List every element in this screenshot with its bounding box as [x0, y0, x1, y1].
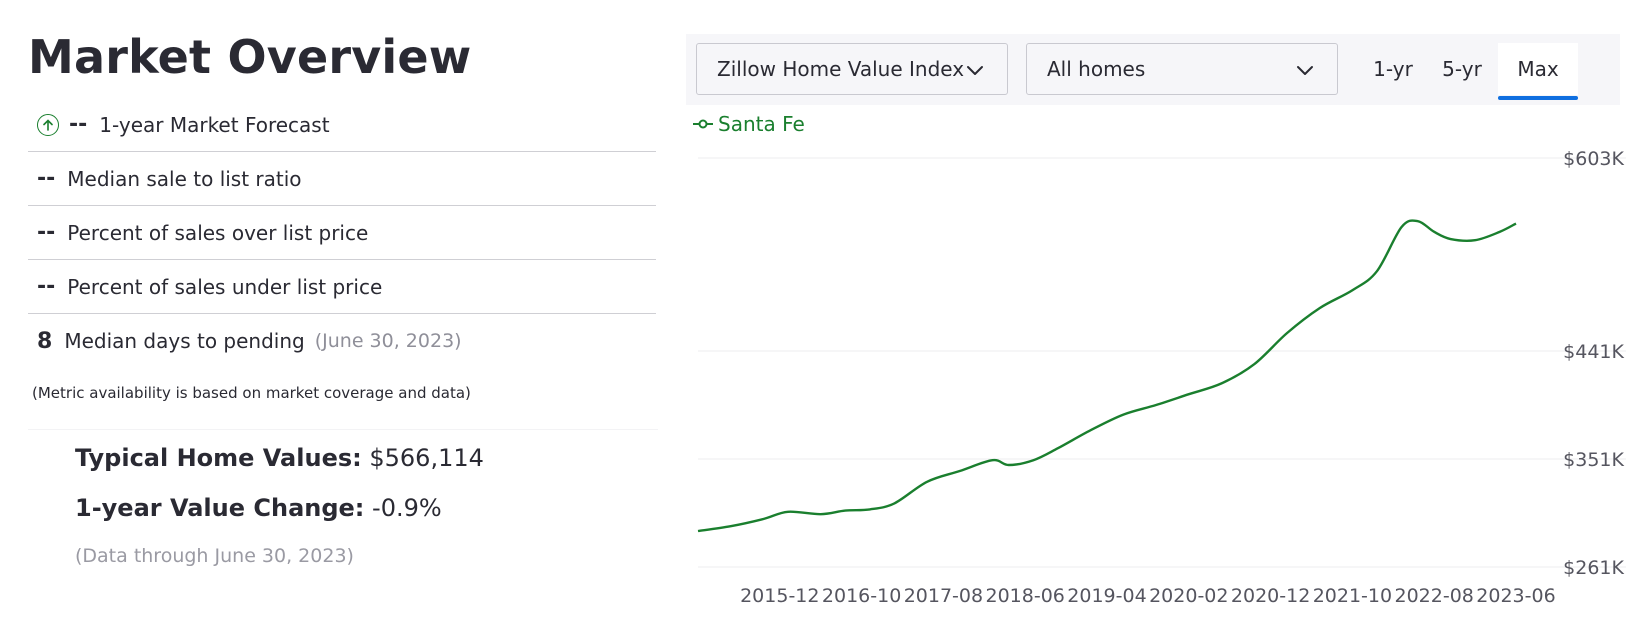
metric-availability-note: (Metric availability is based on market … — [32, 384, 471, 402]
typical-home-values-label: Typical Home Values: — [75, 444, 362, 472]
metric-label: Median sale to list ratio — [67, 166, 302, 191]
chart-legend[interactable]: Santa Fe — [692, 112, 805, 136]
y-tick-label: $603K — [1563, 148, 1624, 170]
range-max-button[interactable]: Max — [1498, 43, 1578, 100]
metric-select-value: Zillow Home Value Index — [717, 57, 965, 81]
home-value-chart: $603K $441K $351K $261K 2015-12 2016-10 2017-0… — [697, 148, 1626, 607]
metric-row-sale-to-list: -- Median sale to list ratio — [28, 152, 656, 206]
range-1yr-button[interactable]: 1-yr — [1373, 57, 1413, 81]
home-type-select[interactable]: All homes — [1026, 43, 1338, 95]
x-tick-label: 2023-06 — [1476, 585, 1555, 607]
active-range-indicator — [1498, 96, 1578, 100]
metric-value: -- — [37, 274, 56, 299]
metric-row-over-list: -- Percent of sales over list price — [28, 206, 656, 260]
x-tick-label: 2016-10 — [822, 585, 901, 607]
metric-select[interactable]: Zillow Home Value Index — [696, 43, 1008, 95]
chart-controls: Zillow Home Value Index All homes 1-yr 5… — [686, 34, 1620, 105]
metric-value: -- — [37, 220, 56, 245]
typical-home-values-value: $566,114 — [369, 444, 484, 472]
metric-date: (June 30, 2023) — [314, 330, 462, 352]
x-tick-label: 2020-12 — [1231, 585, 1310, 607]
metric-value: -- — [37, 166, 56, 191]
arrow-up-circle-icon — [37, 113, 59, 136]
x-tick-label: 2020-02 — [1149, 585, 1228, 607]
x-tick-label: 2017-08 — [904, 585, 983, 607]
x-tick-label: 2018-06 — [986, 585, 1065, 607]
metric-label: Percent of sales over list price — [67, 220, 369, 245]
value-change-label: 1-year Value Change: — [75, 494, 365, 522]
metric-label: Percent of sales under list price — [67, 274, 383, 299]
data-through-date: (Data through June 30, 2023) — [75, 545, 354, 567]
y-tick-label: $261K — [1563, 557, 1624, 579]
range-max-label: Max — [1517, 57, 1559, 81]
x-tick-label: 2021-10 — [1313, 585, 1392, 607]
metric-row-under-list: -- Percent of sales under list price — [28, 260, 656, 314]
metric-label: 1-year Market Forecast — [99, 112, 330, 137]
typical-home-values: Typical Home Values: $566,114 — [75, 444, 484, 472]
metric-value: -- — [69, 112, 88, 137]
series-line-santa-fe[interactable] — [697, 219, 1517, 533]
chevron-down-icon — [967, 66, 983, 75]
metric-row-days-to-pending: 8 Median days to pending (June 30, 2023) — [28, 314, 656, 368]
value-change: 1-year Value Change: -0.9% — [75, 494, 442, 522]
metric-value: 8 — [37, 328, 53, 354]
chart-panel: Zillow Home Value Index All homes 1-yr 5… — [686, 0, 1626, 618]
home-value-summary: Typical Home Values: $566,114 1-year Val… — [28, 430, 658, 618]
value-change-value: -0.9% — [372, 494, 442, 522]
x-tick-label: 2019-04 — [1067, 585, 1146, 607]
range-5yr-button[interactable]: 5-yr — [1442, 57, 1482, 81]
x-tick-label: 2022-08 — [1395, 585, 1474, 607]
y-tick-label: $441K — [1563, 341, 1624, 363]
metric-row-forecast: -- 1-year Market Forecast — [28, 98, 656, 152]
chevron-down-icon — [1297, 66, 1313, 75]
home-type-select-value: All homes — [1047, 57, 1146, 81]
x-tick-label: 2015-12 — [740, 585, 819, 607]
legend-line-marker-icon — [693, 119, 713, 129]
metric-label: Median days to pending — [64, 329, 305, 353]
page-title: Market Overview — [28, 30, 472, 84]
y-tick-label: $351K — [1563, 449, 1624, 471]
legend-label: Santa Fe — [718, 112, 805, 136]
market-overview-panel: Market Overview -- 1-year Market Forecas… — [28, 0, 656, 618]
